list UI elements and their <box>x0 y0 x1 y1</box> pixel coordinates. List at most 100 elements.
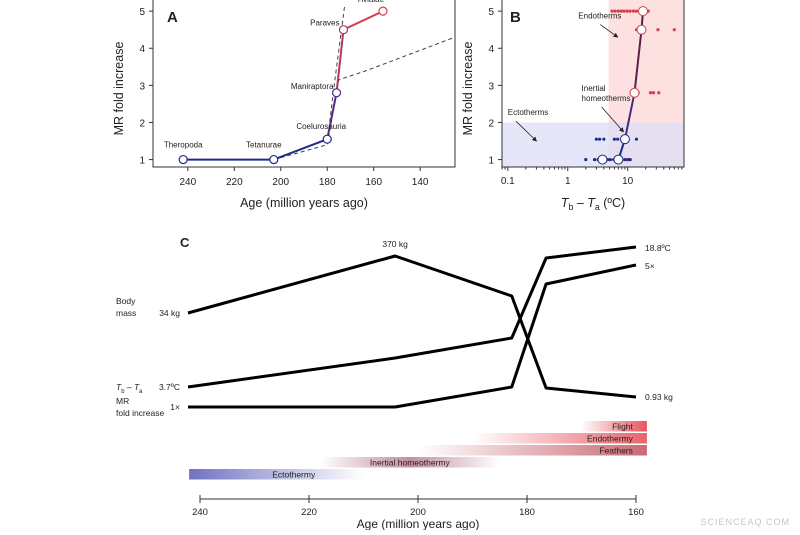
annotation-label: homeotherms <box>582 94 631 103</box>
mean-point <box>637 6 648 17</box>
dashed-line <box>326 5 346 143</box>
end-value-label: 5× <box>645 261 655 271</box>
trait-bar-label: Ectothermy <box>272 470 316 480</box>
trait-bar <box>189 469 364 480</box>
x-tick-label: 0.1 <box>501 176 515 187</box>
data-dot <box>610 9 614 13</box>
label-part: b <box>568 202 573 212</box>
data-dot <box>672 28 676 32</box>
trait-bar <box>418 445 647 456</box>
trait-bar-label: Feathers <box>599 446 633 456</box>
start-value-label: 34 kg <box>159 308 180 318</box>
label-part: – T <box>125 382 140 392</box>
x-tick-label: 240 <box>180 177 197 188</box>
data-point <box>331 88 342 98</box>
data-dot <box>631 9 636 13</box>
x-tick-label: 200 <box>410 507 426 518</box>
mean-segment <box>623 92 636 140</box>
trait-bar <box>472 433 647 444</box>
point-label: Paraves <box>310 19 339 28</box>
x-tick-label: 180 <box>519 507 535 518</box>
data-dot <box>656 28 660 32</box>
panel-b: B 0.1 1 10 1 2 3 4 5 MR fold increase Tb​ – Ta​ (º… <box>461 0 685 212</box>
annotation-label: Endotherms <box>578 12 621 21</box>
annotation-arrow <box>515 120 537 142</box>
annotation-label: Inertial <box>582 84 606 93</box>
series-line <box>187 254 637 399</box>
point-label: Tetanurae <box>246 141 282 150</box>
x-tick-label: 200 <box>272 177 289 188</box>
data-point <box>378 6 388 16</box>
data-point <box>322 134 332 144</box>
ectotherm-region <box>502 122 684 167</box>
series-segment <box>343 10 384 31</box>
x-tick-label: 160 <box>628 507 644 518</box>
x-tick-label: 10 <box>622 176 634 187</box>
y-tick-label: 4 <box>139 44 145 55</box>
data-dot <box>622 9 626 13</box>
label-part: b <box>121 389 125 395</box>
data-dot <box>626 157 630 162</box>
end-value-label: 18.8ºC <box>645 243 671 253</box>
label-part: – T <box>573 196 596 210</box>
data-dot <box>625 9 629 13</box>
data-dot <box>594 137 598 141</box>
panel-label: C <box>180 235 190 250</box>
label-part: a <box>139 389 143 395</box>
trait-bar <box>581 421 647 432</box>
annotation-arrow <box>600 24 619 38</box>
data-dot <box>623 157 627 162</box>
data-dot <box>619 9 623 13</box>
x-tick-label: 160 <box>365 177 382 188</box>
watermark: SCIENCEAQ.COM <box>700 517 790 527</box>
trait-bar-label: Endothermy <box>587 434 634 444</box>
data-dot <box>612 137 616 141</box>
mean-point <box>636 24 647 35</box>
data-point <box>178 154 188 165</box>
end-value-label: 0.93 kg <box>645 392 673 402</box>
axes-frame <box>152 0 456 168</box>
start-value-label: 3.7ºC <box>159 382 180 392</box>
label-part: T <box>116 382 122 392</box>
y-tick-label: 3 <box>139 81 145 92</box>
data-dot <box>634 137 639 141</box>
data-dot <box>657 91 661 95</box>
data-point <box>338 25 349 35</box>
point-label: Avialae <box>358 0 385 4</box>
trait-bar-label: Flight <box>612 422 633 432</box>
data-dot <box>628 9 632 13</box>
trait-bar <box>319 457 500 468</box>
y-tick-label: 5 <box>488 7 494 18</box>
series-line <box>188 263 637 409</box>
point-label: Coelurosauria <box>296 122 346 131</box>
label-part: (ºC) <box>600 196 625 210</box>
panel-label: B <box>510 9 521 26</box>
point-label: Theropoda <box>164 141 203 150</box>
data-dot <box>613 9 617 13</box>
point-label: Maniraptora <box>291 82 334 91</box>
y-tick-label: 3 <box>488 81 494 92</box>
panel-label: A <box>167 9 178 26</box>
data-dot <box>584 157 588 162</box>
series-label: mass <box>116 308 136 318</box>
series-label: MR <box>116 396 129 406</box>
axes-frame <box>501 0 685 168</box>
series-label: fold increase <box>116 408 164 418</box>
mean-segment <box>633 29 643 93</box>
annotation-label: Ectotherms <box>508 108 548 117</box>
x-tick-label: 220 <box>301 507 317 518</box>
x-tick-label: 240 <box>192 507 208 518</box>
data-dot <box>592 157 597 162</box>
x-tick-label: 140 <box>412 177 429 188</box>
x-tick-label: 1 <box>565 176 571 187</box>
data-point <box>269 154 279 165</box>
mean-point <box>629 87 640 98</box>
data-dot <box>628 157 632 162</box>
y-tick-label: 2 <box>139 118 145 129</box>
y-axis-label: MR fold increase <box>112 42 126 136</box>
label-part: T <box>561 196 570 210</box>
label-part: a <box>595 202 600 212</box>
annotation-arrow <box>601 106 624 133</box>
x-axis-label: Tb​ – Ta​ (ºC) <box>561 196 625 212</box>
